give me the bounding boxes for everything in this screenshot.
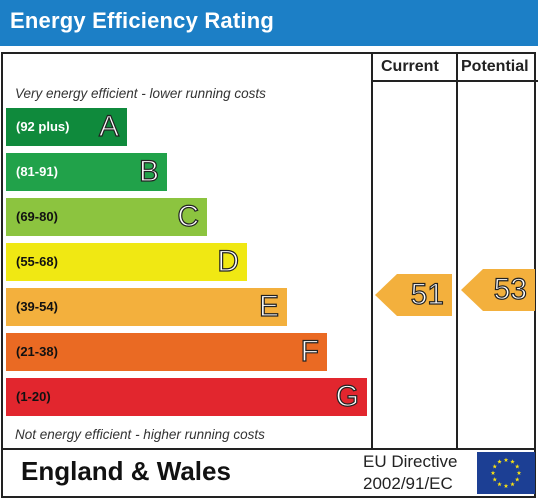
band-range: (39-54) xyxy=(16,299,58,314)
band-b: (81-91) B xyxy=(6,153,167,191)
eu-star xyxy=(492,464,498,469)
band-letter: C xyxy=(177,199,200,233)
eu-flag-icon xyxy=(477,452,535,494)
eu-star xyxy=(490,470,496,475)
eu-star xyxy=(510,481,515,487)
potential-rating-arrow: 53 xyxy=(461,269,535,311)
eu-star xyxy=(510,459,515,464)
band-letter: F xyxy=(300,334,320,368)
band-f: (21-38) F xyxy=(6,333,327,371)
eu-star xyxy=(497,459,502,464)
eu-directive: EU Directive 2002/91/EC xyxy=(363,451,457,495)
band-range: (92 plus) xyxy=(16,119,70,134)
efficient-caption: Very energy efficient - lower running co… xyxy=(15,86,266,101)
band-a: (92 plus) A xyxy=(6,108,127,146)
band-letter: A xyxy=(98,109,119,143)
potential-rating-value: 53 xyxy=(493,272,528,306)
current-rating-value: 51 xyxy=(410,277,445,311)
potential-column-header: Potential xyxy=(461,58,529,75)
eu-star xyxy=(516,470,522,475)
band-range: (81-91) xyxy=(16,164,58,179)
band-letter: G xyxy=(335,379,360,413)
eu-star xyxy=(503,483,509,488)
band-d: (55-68) D xyxy=(6,243,247,281)
band-range: (55-68) xyxy=(16,254,58,269)
inefficient-caption: Not energy efficient - higher running co… xyxy=(15,427,265,442)
footer: England & Wales EU Directive 2002/91/EC xyxy=(1,450,536,498)
directive-line-1: EU Directive xyxy=(363,452,458,471)
current-column-header: Current xyxy=(381,58,439,75)
page-title: Energy Efficiency Rating xyxy=(10,8,274,33)
column-divider-potential xyxy=(456,54,458,448)
band-range: (69-80) xyxy=(16,209,58,224)
header-divider xyxy=(373,80,538,82)
band-c: (69-80) C xyxy=(6,198,207,236)
band-range: (1-20) xyxy=(16,389,51,404)
current-rating-arrow: 51 xyxy=(375,274,452,316)
eu-star xyxy=(503,457,509,462)
band-letter: E xyxy=(258,289,279,323)
region-label: England & Wales xyxy=(21,456,231,486)
band-letter: B xyxy=(138,154,159,188)
directive-line-2: 2002/91/EC xyxy=(363,474,453,493)
title-bar: Energy Efficiency Rating xyxy=(0,0,538,46)
band-e: (39-54) E xyxy=(6,288,287,326)
eu-star xyxy=(514,477,520,482)
rating-table: Current Potential Very energy efficient … xyxy=(1,52,538,450)
column-divider-current xyxy=(371,54,373,448)
band-g: (1-20) G xyxy=(6,378,367,416)
eu-star xyxy=(492,477,498,482)
band-range: (21-38) xyxy=(16,344,58,359)
eu-star xyxy=(497,481,502,487)
eu-star xyxy=(514,464,520,469)
band-letter: D xyxy=(217,244,240,278)
